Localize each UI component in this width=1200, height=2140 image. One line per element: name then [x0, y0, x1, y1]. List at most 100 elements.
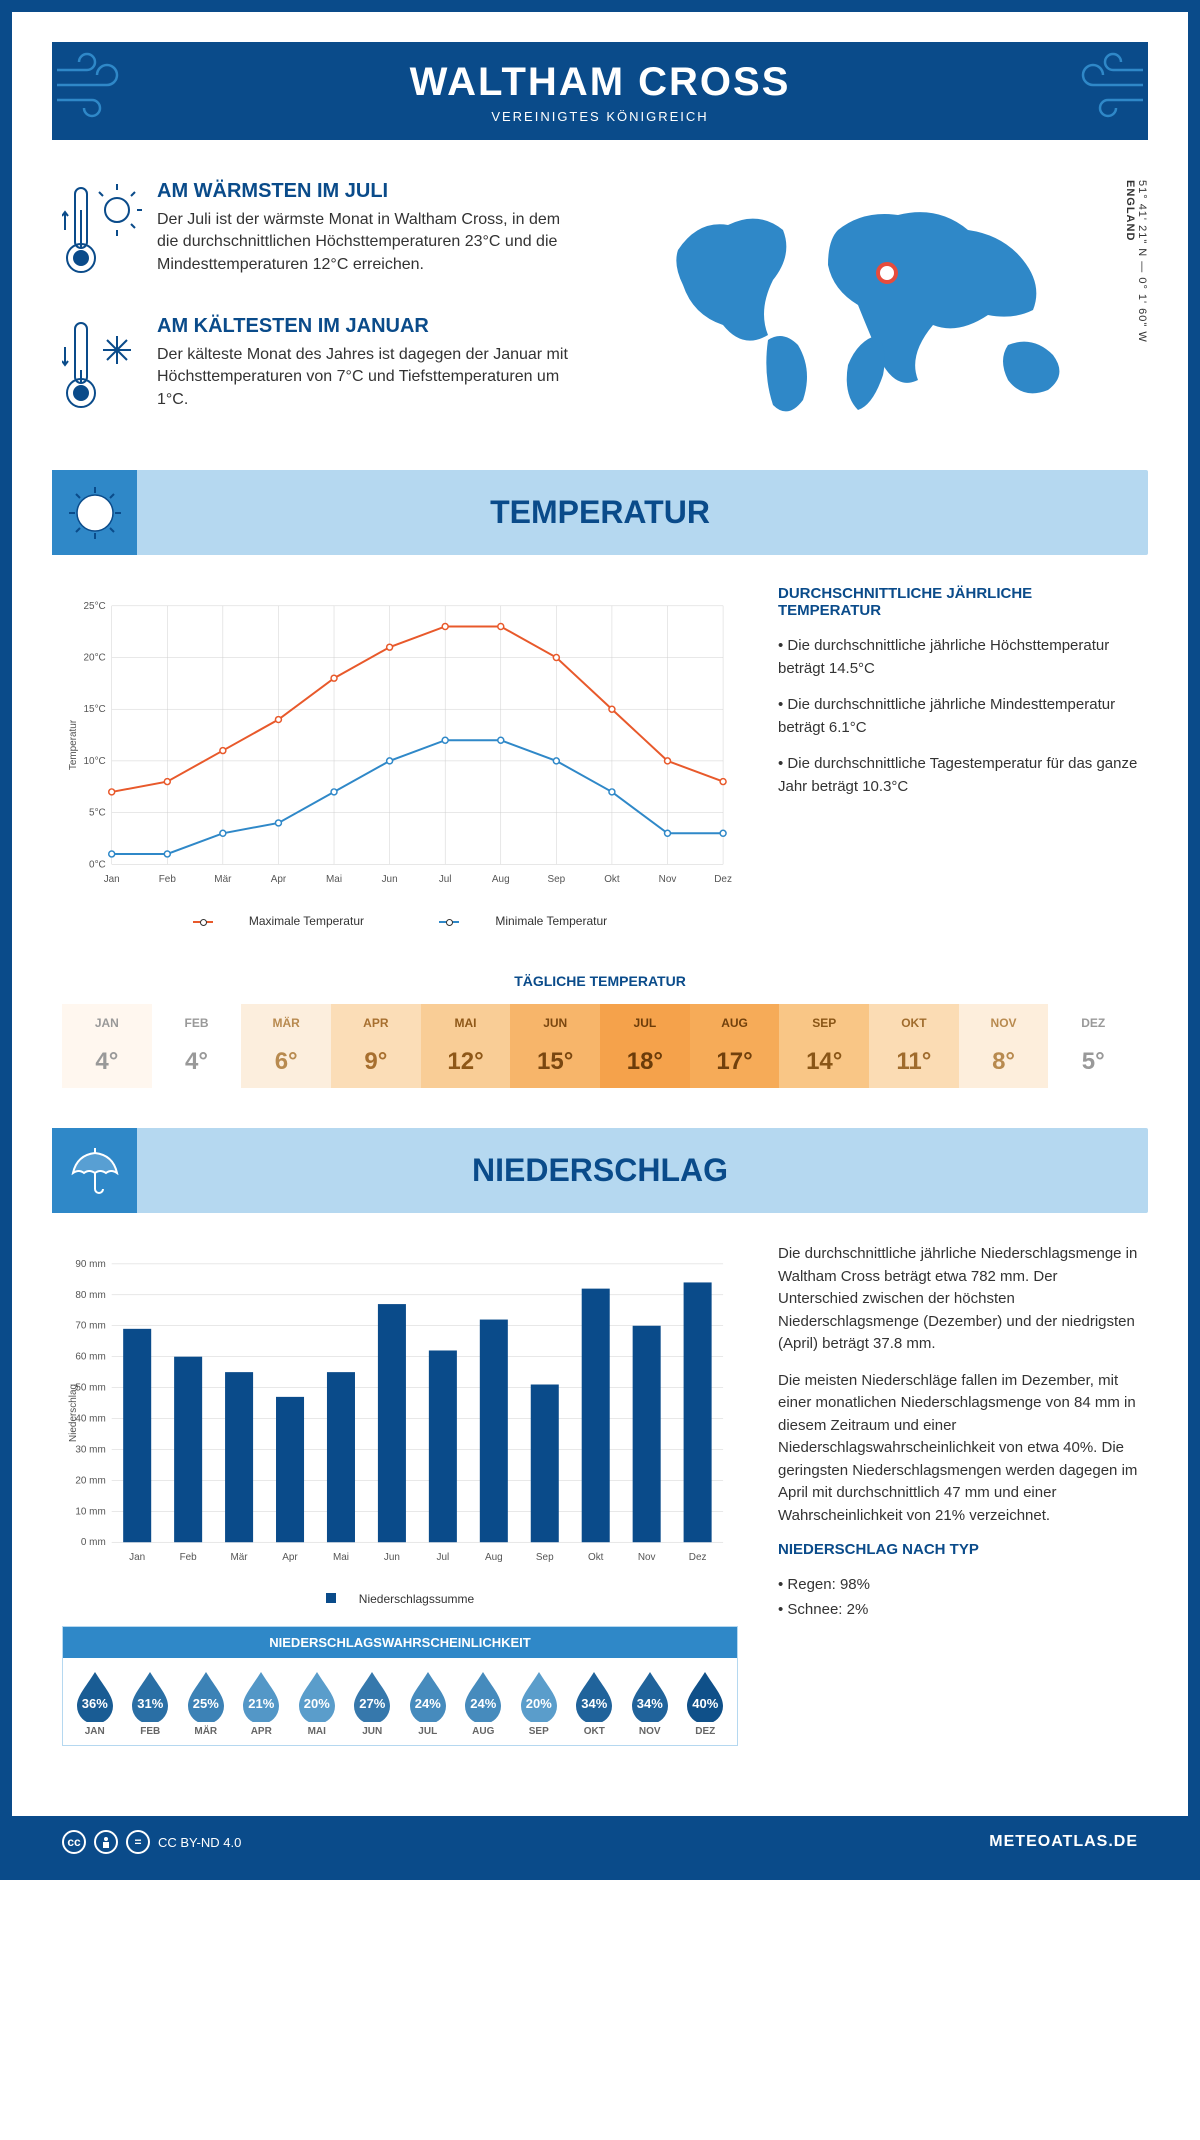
svg-text:0°C: 0°C — [89, 859, 106, 870]
prob-cell: 20% MAI — [289, 1670, 345, 1737]
svg-text:20 mm: 20 mm — [75, 1475, 105, 1486]
temp-side-title: DURCHSCHNITTLICHE JÄHRLICHE TEMPERATUR — [778, 585, 1138, 619]
svg-text:Niederschlag: Niederschlag — [68, 1384, 79, 1442]
raindrop-icon: 36% — [73, 1670, 117, 1722]
wind-icon — [1048, 50, 1148, 125]
svg-text:Jun: Jun — [382, 874, 398, 885]
daily-temp-strip: JAN 4° FEB 4° MÄR 6° APR 9° MAI 12° JUN … — [62, 1004, 1138, 1088]
location-subtitle: VEREINIGTES KÖNIGREICH — [52, 109, 1148, 124]
svg-text:Jan: Jan — [104, 874, 120, 885]
raindrop-icon: 24% — [406, 1670, 450, 1722]
daily-cell: NOV 8° — [959, 1004, 1049, 1088]
svg-text:Nov: Nov — [638, 1552, 656, 1563]
svg-text:90 mm: 90 mm — [75, 1259, 105, 1270]
svg-text:Apr: Apr — [282, 1552, 298, 1563]
infographic-page: WALTHAM CROSS VEREINIGTES KÖNIGREICH AM … — [0, 0, 1200, 1880]
coord-value: 51° 41' 21" N — 0° 1' 60" W — [1136, 180, 1148, 343]
location-marker-icon — [876, 262, 898, 284]
region-label: ENGLAND — [1124, 180, 1136, 241]
daily-cell: OKT 11° — [869, 1004, 959, 1088]
precipitation-title: NIEDERSCHLAG — [472, 1152, 728, 1188]
license-text: CC BY-ND 4.0 — [158, 1835, 241, 1850]
title-bar: WALTHAM CROSS VEREINIGTES KÖNIGREICH — [52, 42, 1148, 140]
raindrop-icon: 25% — [184, 1670, 228, 1722]
raindrop-icon: 20% — [295, 1670, 339, 1722]
license-block: cc = CC BY-ND 4.0 — [62, 1830, 241, 1854]
prob-cell: 34% NOV — [622, 1670, 678, 1737]
daily-cell: SEP 14° — [779, 1004, 869, 1088]
daily-temp-title: TÄGLICHE TEMPERATUR — [12, 973, 1188, 989]
raindrop-icon: 27% — [350, 1670, 394, 1722]
wind-icon — [52, 50, 152, 125]
legend-max: Maximale Temperatur — [249, 914, 364, 928]
daily-cell: JUL 18° — [600, 1004, 690, 1088]
temperature-summary: DURCHSCHNITTLICHE JÄHRLICHE TEMPERATUR •… — [778, 585, 1138, 928]
daily-cell: DEZ 5° — [1048, 1004, 1138, 1088]
svg-text:Aug: Aug — [492, 874, 510, 885]
svg-text:60 mm: 60 mm — [75, 1352, 105, 1363]
brand-label: METEOATLAS.DE — [989, 1833, 1138, 1851]
sun-icon — [52, 470, 137, 555]
prob-cell: 34% OKT — [567, 1670, 623, 1737]
svg-text:Nov: Nov — [659, 874, 677, 885]
precipitation-row: 0 mm10 mm20 mm30 mm40 mm50 mm60 mm70 mm8… — [12, 1243, 1188, 1786]
precip-para: Die durchschnittliche jährliche Niedersc… — [778, 1243, 1138, 1356]
svg-text:Feb: Feb — [159, 874, 177, 885]
warmest-block: AM WÄRMSTEN IM JULI Der Juli ist der wär… — [62, 180, 608, 285]
prob-row: 36% JAN 31% FEB 25% MÄR 21% APR — [63, 1658, 737, 1745]
raindrop-icon: 40% — [683, 1670, 727, 1722]
svg-text:40 mm: 40 mm — [75, 1414, 105, 1425]
coldest-title: AM KÄLTESTEN IM JANUAR — [157, 315, 577, 338]
svg-text:Okt: Okt — [588, 1552, 604, 1563]
daily-cell: AUG 17° — [690, 1004, 780, 1088]
svg-text:Jul: Jul — [437, 1552, 450, 1563]
daily-cell: MAI 12° — [421, 1004, 511, 1088]
raindrop-icon: 34% — [572, 1670, 616, 1722]
svg-text:Jan: Jan — [129, 1552, 145, 1563]
svg-text:Mai: Mai — [326, 874, 342, 885]
svg-text:Sep: Sep — [548, 874, 566, 885]
daily-cell: FEB 4° — [152, 1004, 242, 1088]
temp-bullet: • Die durchschnittliche jährliche Höchst… — [778, 635, 1138, 680]
raindrop-icon: 24% — [461, 1670, 505, 1722]
coldest-block: AM KÄLTESTEN IM JANUAR Der kälteste Mona… — [62, 315, 608, 420]
coldest-body: Der kälteste Monat des Jahres ist dagege… — [157, 344, 577, 411]
svg-text:15°C: 15°C — [84, 704, 106, 715]
prob-cell: 24% JUL — [400, 1670, 456, 1737]
svg-text:Sep: Sep — [536, 1552, 554, 1563]
precip-legend: Niederschlagssumme — [62, 1592, 738, 1606]
daily-cell: JAN 4° — [62, 1004, 152, 1088]
svg-text:70 mm: 70 mm — [75, 1321, 105, 1332]
temperature-chart: 0°C5°C10°C15°C20°C25°CJanFebMärAprMaiJun… — [62, 585, 738, 928]
precipitation-chart: 0 mm10 mm20 mm30 mm40 mm50 mm60 mm70 mm8… — [62, 1243, 738, 1766]
prob-cell: 31% FEB — [123, 1670, 179, 1737]
thermometer-sun-icon — [62, 180, 142, 285]
svg-text:Jul: Jul — [439, 874, 452, 885]
daily-cell: MÄR 6° — [241, 1004, 331, 1088]
svg-text:Mär: Mär — [231, 1552, 249, 1563]
svg-text:Dez: Dez — [689, 1552, 707, 1563]
precip-type-bullet: • Schnee: 2% — [778, 1599, 1138, 1622]
nd-icon: = — [126, 1830, 150, 1854]
precip-type-title: NIEDERSCHLAG NACH TYP — [778, 1541, 1138, 1558]
warmest-title: AM WÄRMSTEN IM JULI — [157, 180, 577, 203]
legend-min: Minimale Temperatur — [495, 914, 607, 928]
temp-legend: Maximale Temperatur Minimale Temperatur — [62, 914, 738, 928]
svg-text:25°C: 25°C — [84, 601, 106, 612]
prob-cell: 21% APR — [234, 1670, 290, 1737]
thermometer-snow-icon — [62, 315, 142, 420]
prob-cell: 25% MÄR — [178, 1670, 234, 1737]
temperature-banner: TEMPERATUR — [52, 470, 1148, 555]
raindrop-icon: 20% — [517, 1670, 561, 1722]
daily-cell: JUN 15° — [510, 1004, 600, 1088]
svg-text:Feb: Feb — [180, 1552, 198, 1563]
temp-bullet: • Die durchschnittliche Tagestemperatur … — [778, 753, 1138, 798]
precipitation-summary: Die durchschnittliche jährliche Niedersc… — [778, 1243, 1138, 1766]
coordinates: 51° 41' 21" N — 0° 1' 60" W ENGLAND — [1124, 180, 1148, 343]
prob-cell: 27% JUN — [345, 1670, 401, 1737]
svg-text:Okt: Okt — [604, 874, 620, 885]
svg-text:0 mm: 0 mm — [81, 1537, 106, 1548]
footer: cc = CC BY-ND 4.0 METEOATLAS.DE — [12, 1816, 1188, 1868]
summary-row: AM WÄRMSTEN IM JULI Der Juli ist der wär… — [12, 160, 1188, 460]
temperature-row: 0°C5°C10°C15°C20°C25°CJanFebMärAprMaiJun… — [12, 585, 1188, 948]
